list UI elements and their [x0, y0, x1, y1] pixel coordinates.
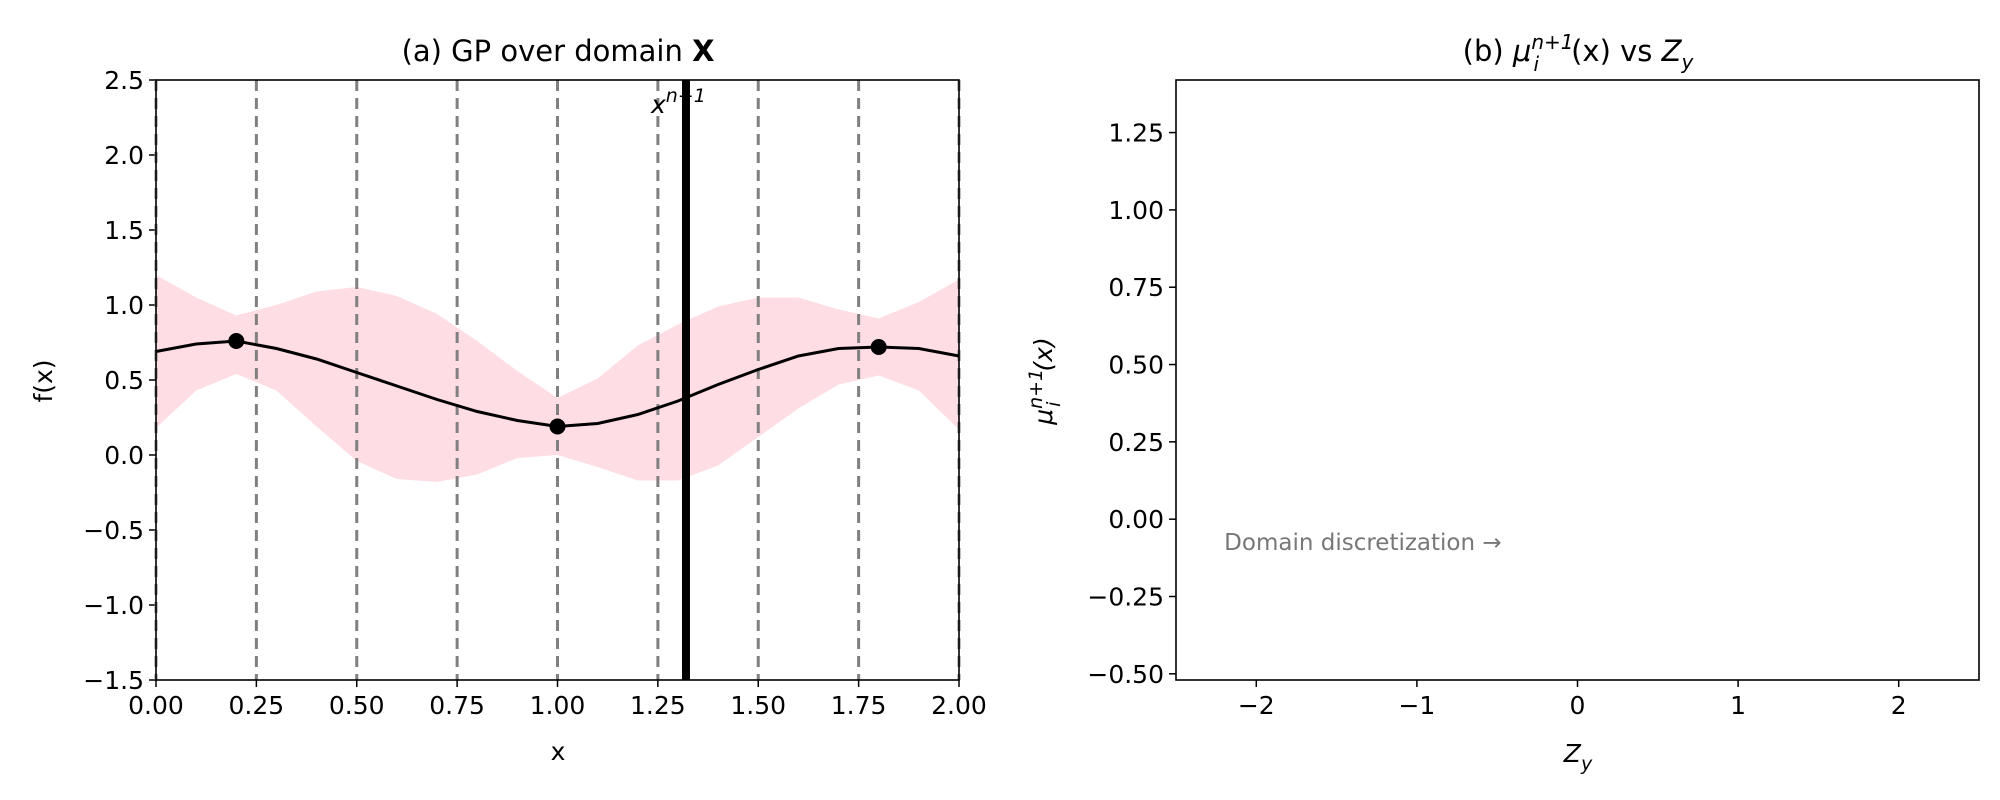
panel-b-mu-vs-zy: (b) μn+1 i (x) vs Zy −2 −1 0 1 2 −0.50 −0.25 0.00…: [1025, 30, 1980, 775]
panel-a-title: (a) GP over domain X: [402, 34, 715, 68]
y-tick-label: −1.5: [83, 666, 144, 695]
panel-a-xlabel: x: [551, 737, 566, 766]
x-tick-label: 2.00: [931, 691, 987, 720]
x-tick-label: 0.00: [128, 691, 184, 720]
y-tick-label: −0.50: [1087, 660, 1164, 689]
x-tick-label: 1.00: [530, 691, 586, 720]
panel-b-annotation: Domain discretization →: [1224, 530, 1502, 556]
panel-b-ylabel: μn+1i(x): [1025, 337, 1065, 426]
y-tick-label: −1.0: [83, 591, 144, 620]
panel-b-frame: [1175, 79, 1980, 681]
x-tick-label: 0.75: [429, 691, 485, 720]
panel-a-ylabel: f(x): [29, 359, 58, 402]
y-tick-label: 2.5: [104, 66, 144, 95]
y-tick-label: 0.50: [1108, 351, 1164, 380]
panel-b-xlabel: Zy: [1563, 739, 1593, 775]
y-tick-label: 1.0: [104, 291, 144, 320]
observation-point: [228, 333, 245, 349]
y-tick-label: 0.00: [1108, 505, 1164, 534]
x-tick-label: 1.75: [831, 691, 887, 720]
y-tick-label: 1.00: [1108, 196, 1164, 225]
y-tick-label: 0.0: [104, 441, 144, 470]
x-tick-label: 2: [1891, 691, 1907, 720]
y-tick-label: −0.25: [1087, 582, 1164, 611]
panel-a-plot-area: xn+1: [154, 80, 961, 680]
x-tick-label: 0.25: [229, 691, 285, 720]
query-point-label: xn+1: [650, 85, 706, 119]
y-tick-label: 2.0: [104, 141, 144, 170]
x-tick-label: 1.25: [630, 691, 686, 720]
panel-a-frame: [155, 79, 960, 681]
panel-a-gp-domain: (a) GP over domain X 0.00 0.25 0.50 0.75 1.0…: [29, 34, 987, 766]
y-tick-label: 1.25: [1108, 119, 1164, 148]
y-tick-label: 0.75: [1108, 273, 1164, 302]
x-tick-label: 0: [1570, 691, 1586, 720]
panel-b-ticks: −2 −1 0 1 2 −0.50 −0.25 0.00 0.25 0.50 0.75 1.00 1.2…: [1087, 119, 1906, 720]
observation-point: [549, 418, 566, 435]
x-tick-label: −2: [1238, 691, 1275, 720]
x-tick-label: 1: [1730, 691, 1746, 720]
y-tick-label: 0.25: [1108, 428, 1164, 457]
panel-b-title: (b) μn+1 i (x) vs Zy: [1463, 30, 1695, 76]
panel-a-ticks: 0.00 0.25 0.50 0.75 1.00 1.25 1.50 1.75 2.00 −1.5…: [83, 66, 987, 720]
x-tick-label: −1: [1398, 691, 1435, 720]
x-tick-label: 1.50: [730, 691, 786, 720]
y-tick-label: −0.5: [83, 516, 144, 545]
y-tick-label: 0.5: [104, 366, 144, 395]
x-tick-label: 0.50: [329, 691, 385, 720]
observation-point: [870, 339, 887, 355]
y-tick-label: 1.5: [104, 216, 144, 245]
